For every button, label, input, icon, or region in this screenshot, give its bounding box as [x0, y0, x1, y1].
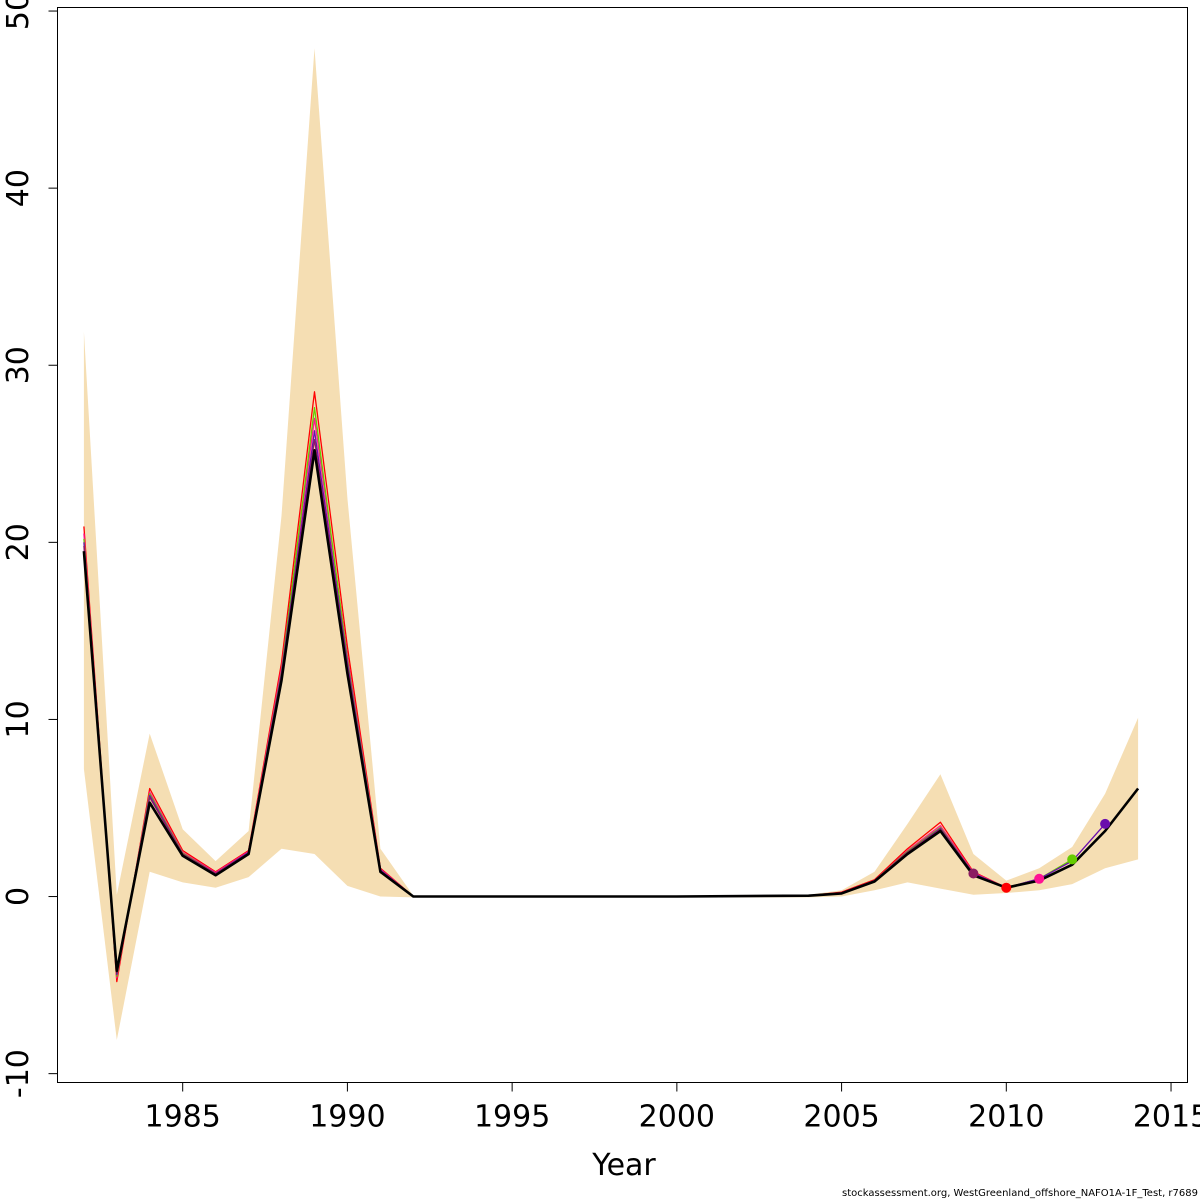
y-tick-label: 40 [1, 169, 36, 207]
y-tick-label: -10 [1, 1049, 36, 1098]
series-endpoint-1 [1001, 882, 1012, 893]
x-tick-label: 2015 [1133, 1100, 1200, 1135]
series-endpoint-2 [1034, 873, 1045, 884]
series-endpoint-4 [1100, 818, 1111, 829]
x-tick-label: 1995 [474, 1100, 550, 1135]
y-tick-label: 20 [1, 523, 36, 561]
y-tick-label: 30 [1, 346, 36, 384]
x-tick-label: 1985 [145, 1100, 221, 1135]
y-tick-label: 50 [1, 0, 36, 30]
confidence-band [83, 48, 1139, 1040]
series-endpoint-5 [968, 868, 979, 879]
confidence-band-layer [83, 48, 1139, 1040]
source-footer: stockassessment.org, WestGreenland_offsh… [841, 1188, 1198, 1199]
series-lines-layer [82, 391, 1140, 983]
y-axis: -10 0 10 20 30 40 50 [1, 0, 58, 1098]
series-endpoint-3 [1067, 854, 1078, 865]
x-tick-label: 2005 [803, 1100, 879, 1135]
y-tick-label: 10 [1, 700, 36, 738]
series-endpoints-layer [968, 818, 1111, 893]
x-tick-label: 2010 [968, 1100, 1044, 1135]
y-tick-label: 0 [1, 887, 36, 906]
x-axis-title: Year [591, 1148, 656, 1183]
x-axis: 1985 1990 1995 2000 2005 2010 2015 [145, 1082, 1200, 1135]
x-tick-label: 1990 [309, 1100, 385, 1135]
series-line-6 [82, 448, 1140, 973]
x-tick-label: 2000 [639, 1100, 715, 1135]
